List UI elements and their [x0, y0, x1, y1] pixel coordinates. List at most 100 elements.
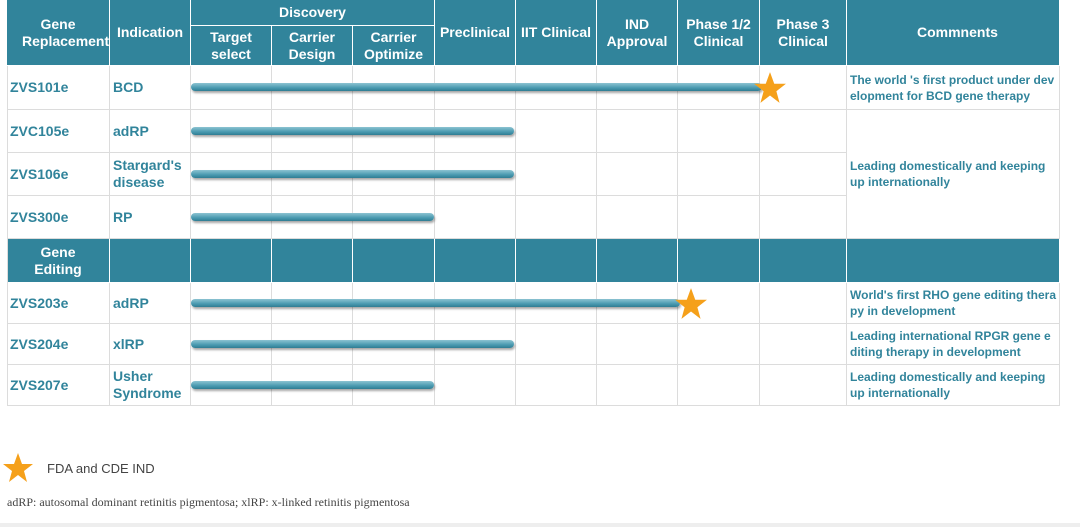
stage-cell — [516, 110, 597, 153]
code-cell-text: ZVS106e — [10, 165, 69, 182]
code-cell-text: ZVS203e — [10, 294, 69, 311]
code-cell-text: ZVS101e — [10, 79, 69, 95]
section-cell — [435, 239, 516, 283]
stage-cell — [435, 324, 516, 365]
progress-bar — [191, 83, 762, 91]
progress-bar — [191, 380, 434, 389]
stage-cell — [760, 196, 847, 239]
comment-cell-text: World's first RHO gene editing therapy i… — [850, 288, 1056, 318]
indication-cell: adRP — [110, 110, 191, 153]
comment-cell-text: The world 's first product under develop… — [850, 72, 1055, 103]
stage-cell — [760, 283, 847, 324]
header-cell: Commnents — [847, 0, 1060, 66]
stage-cell — [760, 153, 847, 196]
code-cell: ZVS101e — [7, 66, 110, 110]
code-cell-text: ZVC105e — [10, 122, 70, 139]
header-cell: Indication — [110, 0, 191, 66]
header-cell-text: Discovery — [279, 4, 346, 20]
code-cell: ZVS203e — [7, 283, 110, 324]
legend-text: FDA and CDE IND — [47, 461, 155, 476]
header-cell: Gene Replacement — [7, 0, 110, 66]
code-cell: ZVS300e — [7, 196, 110, 239]
indication-cell-text: Usher Syndrome — [113, 368, 182, 401]
indication-cell-text: xlRP — [113, 335, 145, 352]
stage-cell — [516, 324, 597, 365]
legend-star — [3, 453, 33, 482]
indication-cell-text: BCD — [113, 79, 144, 95]
table-left-border — [7, 66, 8, 406]
section-cell — [272, 239, 353, 283]
comment-cell: World's first RHO gene editing therapy i… — [847, 283, 1060, 324]
code-cell: ZVC105e — [7, 110, 110, 153]
header-cell: IND Approval — [597, 0, 678, 66]
stage-cell — [678, 196, 760, 239]
stage-cell — [516, 365, 597, 406]
bottom-rule — [0, 523, 1080, 527]
indication-cell-text: RP — [113, 208, 133, 225]
stage-cell — [678, 365, 760, 406]
milestone-star — [754, 72, 786, 103]
indication-cell-text: Stargard's disease — [113, 157, 182, 190]
indication-cell-text: adRP — [113, 122, 149, 139]
stage-cell — [760, 324, 847, 365]
header-cell: Carrier Optimize — [353, 26, 435, 66]
progress-bar — [191, 169, 514, 178]
header-cell-text: IND Approval — [606, 15, 668, 49]
header-cell: Carrier Design — [272, 26, 353, 66]
stage-cell — [760, 66, 847, 110]
stage-cell — [678, 283, 760, 324]
header-cell-text: Gene Replacement — [22, 15, 110, 49]
progress-bar — [191, 339, 514, 348]
code-cell: ZVS106e — [7, 153, 110, 196]
header-cell-text: Carrier Optimize — [363, 28, 424, 62]
stage-cell — [353, 196, 435, 239]
header-cell: Target select — [191, 26, 272, 66]
section-cell-text: Gene Editing — [34, 243, 82, 277]
indication-cell: Stargard's disease — [110, 153, 191, 196]
header-cell-text: Target select — [210, 28, 252, 62]
section-cell — [760, 239, 847, 283]
stage-cell — [435, 110, 516, 153]
stage-cell — [678, 110, 760, 153]
header-cell-text: Phase 3 Clinical — [776, 15, 830, 49]
code-cell-text: ZVS300e — [10, 208, 69, 225]
section-cell — [191, 239, 272, 283]
stage-cell — [678, 324, 760, 365]
stage-cell — [597, 365, 678, 406]
comment-cell: Leading international RPGR gene editing … — [847, 324, 1060, 365]
stage-cell — [597, 324, 678, 365]
stage-cell — [435, 365, 516, 406]
comment-cell: Leading domestically and keeping up inte… — [847, 365, 1060, 406]
stage-cell — [597, 153, 678, 196]
comment-cell-text: Leading domestically and keeping up inte… — [850, 370, 1046, 400]
section-cell — [353, 239, 435, 283]
code-cell-text: ZVS204e — [10, 335, 69, 352]
header-cell-text: Preclinical — [439, 24, 511, 40]
footnote: adRP: autosomal dominant retinitis pigme… — [7, 495, 410, 509]
section-cell: Gene Editing — [7, 239, 110, 283]
stage-cell — [597, 110, 678, 153]
header-cell-text: Indication — [116, 24, 184, 40]
code-cell-text: ZVS207e — [10, 376, 69, 393]
section-cell — [597, 239, 678, 283]
comment-cell-text: Leading domestically and keeping up inte… — [850, 159, 1046, 189]
code-cell: ZVS207e — [7, 365, 110, 406]
header-cell: Phase 1/2 Clinical — [678, 0, 760, 66]
indication-cell-text: adRP — [113, 294, 149, 311]
comment-cell-text: Leading international RPGR gene editing … — [850, 329, 1051, 359]
code-cell: ZVS204e — [7, 324, 110, 365]
indication-cell: RP — [110, 196, 191, 239]
header-cell: IIT Clinical — [516, 0, 597, 66]
milestone-star — [675, 287, 707, 319]
header-cell-text: Phase 1/2 Clinical — [686, 15, 751, 49]
stage-cell — [678, 153, 760, 196]
header-cell-text: Carrier Design — [288, 28, 336, 62]
progress-bar — [191, 298, 680, 307]
header-cell: Preclinical — [435, 0, 516, 66]
header-cell: Phase 3 Clinical — [760, 0, 847, 66]
indication-cell: adRP — [110, 283, 191, 324]
section-cell — [678, 239, 760, 283]
stage-cell — [760, 110, 847, 153]
header-cell-text: IIT Clinical — [520, 24, 591, 40]
